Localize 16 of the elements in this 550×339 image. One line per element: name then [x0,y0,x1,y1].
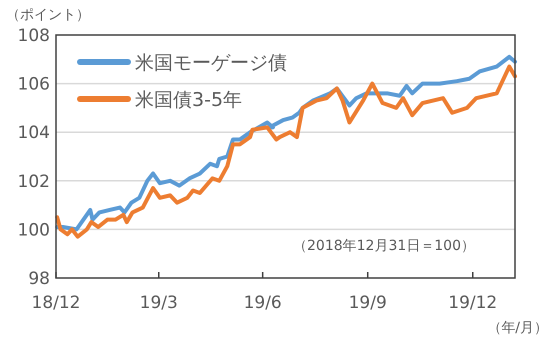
legend-label: 米国債3-5年 [135,89,242,111]
y-tick-label: 102 [18,172,50,192]
y-tick-label: 104 [18,123,50,144]
y-tick-label: 100 [18,220,50,240]
x-tick-label: 18/12 [32,293,80,313]
y-axis-title: （ポイント） [6,7,90,23]
x-tick-label: 19/6 [244,293,282,313]
annotation: （2018年12月31日＝100） [293,238,475,254]
x-axis-title: （年/月） [487,320,548,336]
legend-label: 米国モーゲージ債 [135,52,287,74]
y-tick-label: 106 [18,74,50,95]
x-tick-label: 19/9 [348,293,387,313]
x-tick-label: 19/3 [140,293,178,313]
y-tick-label: 98 [28,269,50,289]
y-tick-label: 108 [18,26,50,46]
x-tick-label: 19/12 [448,293,498,313]
